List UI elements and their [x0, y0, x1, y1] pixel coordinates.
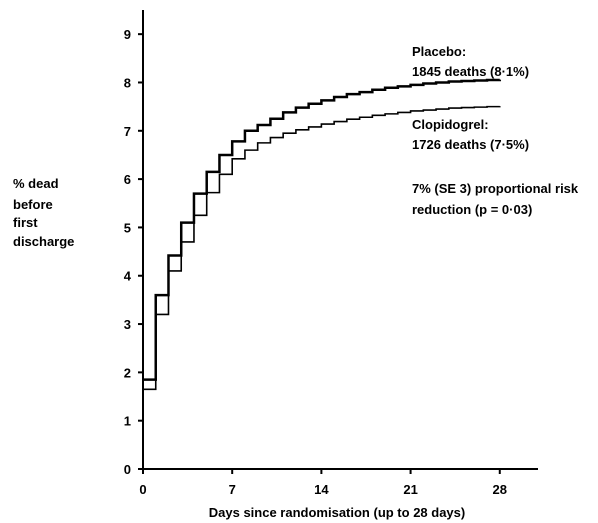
y-tick-label: 6: [124, 172, 131, 187]
y-tick-label: 4: [124, 269, 132, 284]
x-tick-label: 21: [403, 482, 417, 497]
x-tick-label: 14: [314, 482, 329, 497]
clopidogrel-deaths-label: 1726 deaths (7·5%): [412, 137, 529, 152]
series-line-placebo: [143, 78, 502, 381]
y-tick-label: 9: [124, 27, 131, 42]
y-tick-label: 1: [124, 414, 131, 429]
placebo-deaths-label: 1845 deaths (8·1%): [412, 64, 529, 79]
x-tick-label: 0: [139, 482, 146, 497]
risk-reduction-line-2: reduction (p = 0·03): [412, 202, 532, 217]
y-axis-label-line-3: first: [13, 215, 38, 230]
y-tick-label: 8: [124, 75, 131, 90]
y-tick-label: 3: [124, 317, 131, 332]
x-ticks: 0 7 14 21 28: [139, 469, 507, 497]
x-tick-label: 28: [493, 482, 507, 497]
axes: 0 1 2 3 4 5 6 7 8 9 0 7 14 21 28: [124, 10, 538, 497]
y-axis-label-line-2: before: [13, 197, 53, 212]
y-tick-label: 5: [124, 220, 131, 235]
series-group: [143, 78, 502, 391]
risk-reduction-line-1: 7% (SE 3) proportional risk: [412, 181, 579, 196]
x-tick-label: 7: [229, 482, 236, 497]
y-tick-label: 7: [124, 124, 131, 139]
x-axis-label: Days since randomisation (up to 28 days): [209, 505, 465, 520]
y-tick-label: 2: [124, 365, 131, 380]
y-ticks: 0 1 2 3 4 5 6 7 8 9: [124, 27, 143, 477]
y-axis-label-line-4: discharge: [13, 234, 74, 249]
series-line-clopidogrel: [143, 105, 501, 391]
placebo-label: Placebo:: [412, 44, 466, 59]
clopidogrel-label: Clopidogrel:: [412, 117, 489, 132]
y-axis-label-line-1: % dead: [13, 176, 59, 191]
y-tick-label: 0: [124, 462, 131, 477]
